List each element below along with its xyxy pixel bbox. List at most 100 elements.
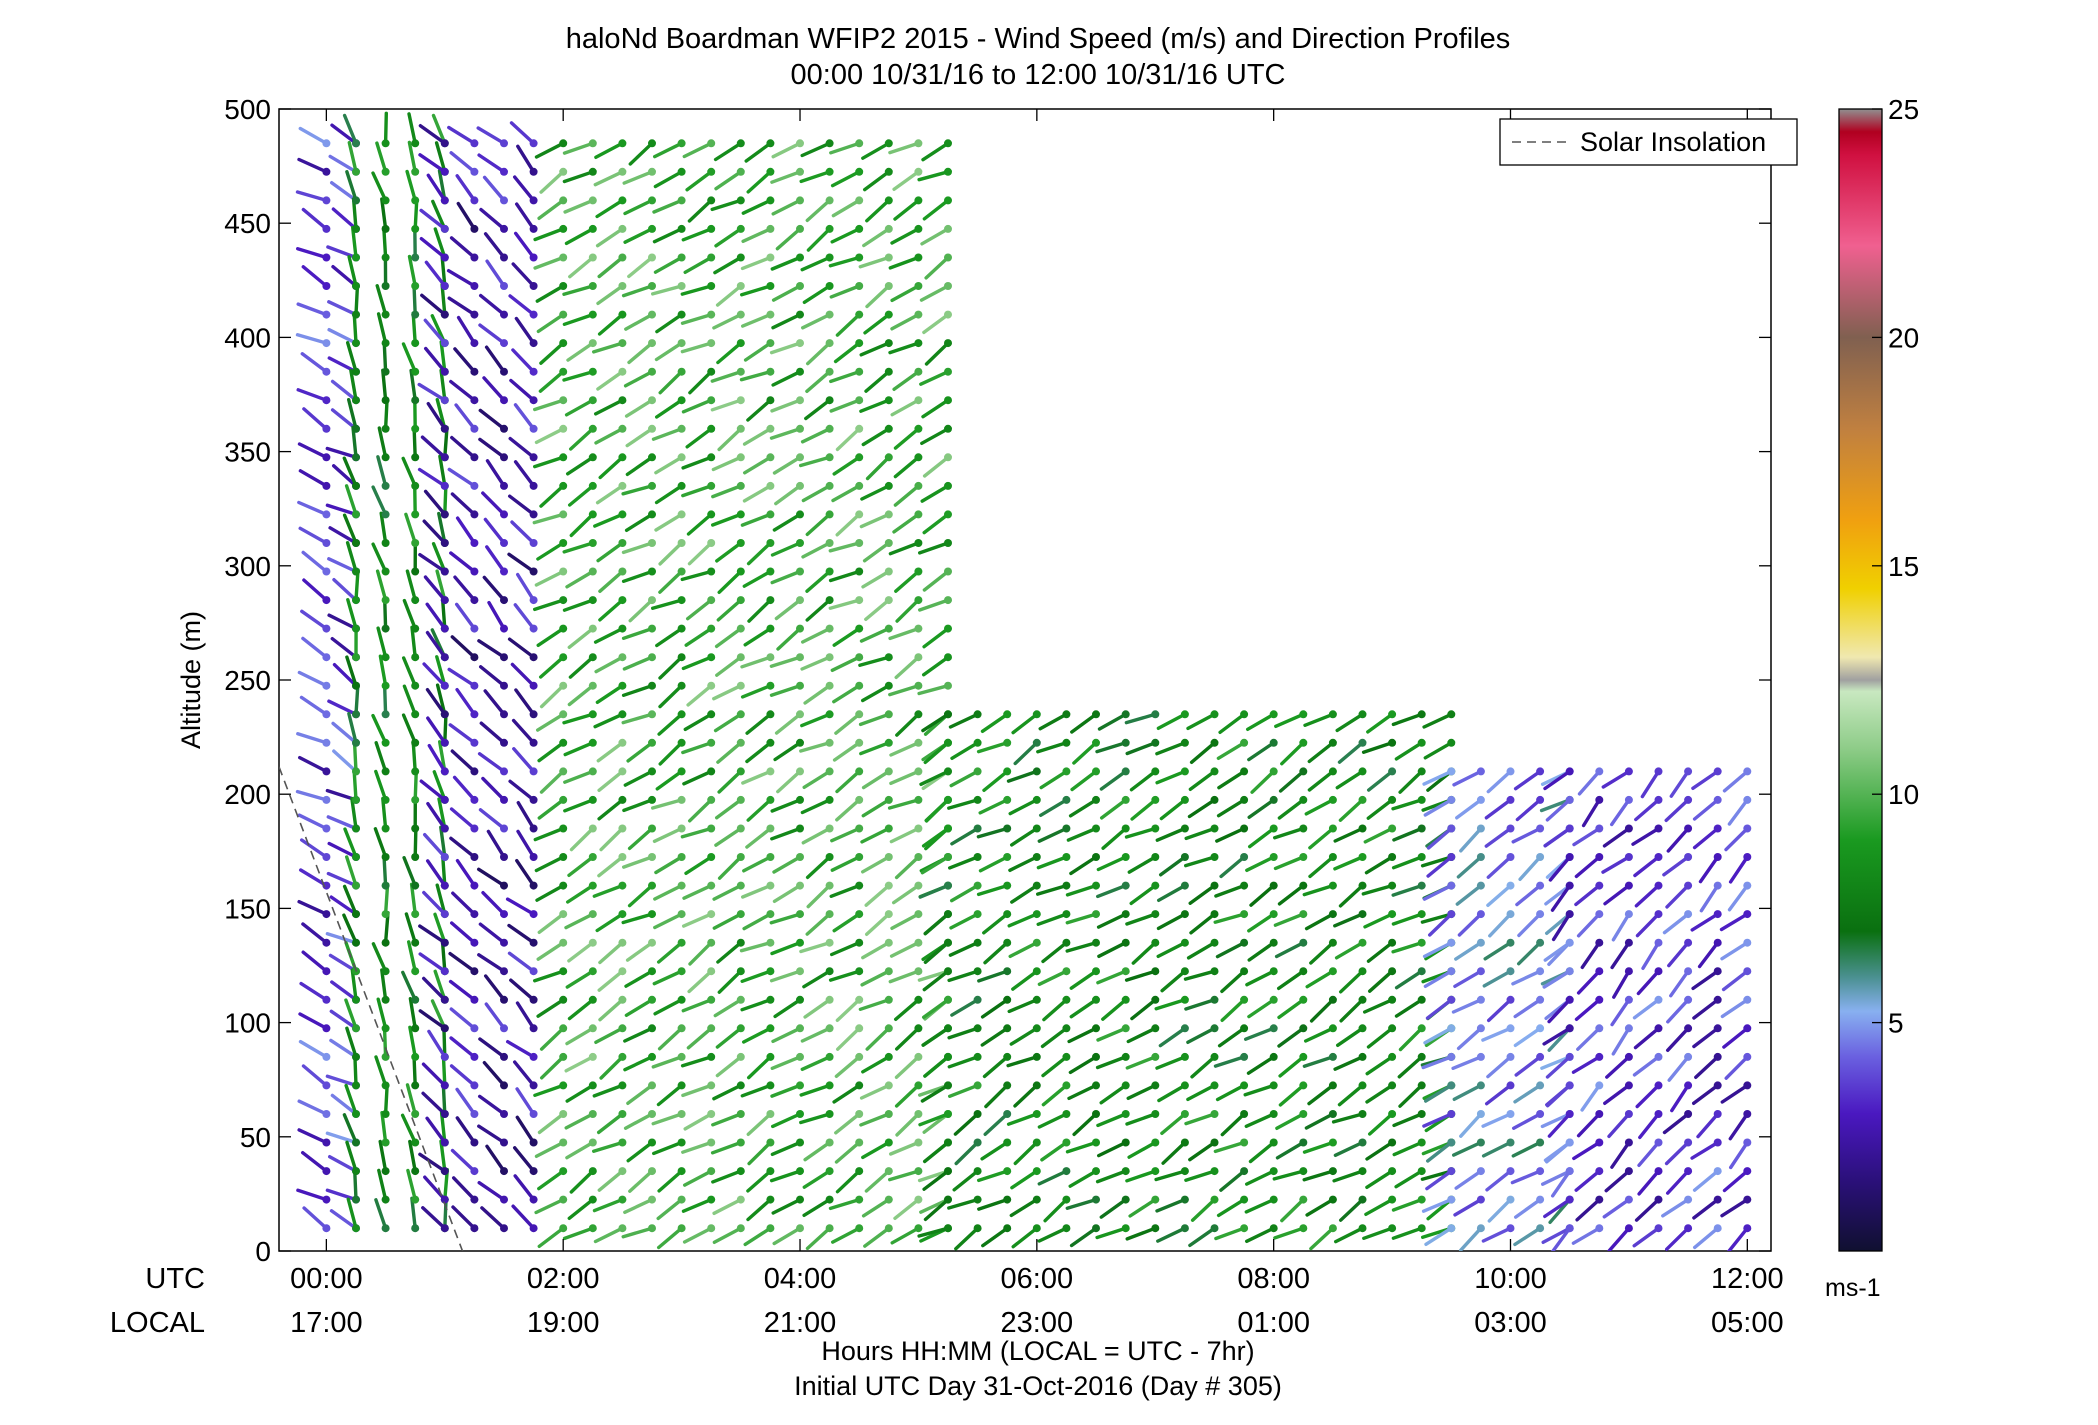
- chart-title-line2: 00:00 10/31/16 to 12:00 10/31/16 UTC: [791, 59, 1286, 91]
- wind-barb-shaft: [421, 1091, 447, 1116]
- wind-barb-shaft: [861, 1197, 891, 1218]
- wind-barb-shaft: [623, 1112, 654, 1130]
- wind-barb-shaft: [1243, 1083, 1276, 1097]
- wind-barb-point: [500, 1024, 508, 1033]
- wind-barb-point: [736, 938, 745, 947]
- wind-barb-point: [1624, 1167, 1633, 1176]
- wind-barb-point: [914, 824, 923, 833]
- wind-barb-shaft: [295, 789, 329, 802]
- wind-barb-shaft: [894, 1083, 921, 1108]
- wind-barb-point: [914, 738, 923, 747]
- wind-barb-point: [766, 139, 775, 148]
- wind-barb-point: [559, 881, 568, 890]
- wind-barb-shaft: [515, 859, 536, 888]
- wind-barb-point: [1210, 824, 1219, 833]
- wind-barb-point: [766, 539, 775, 547]
- wind-barb-shaft: [799, 1112, 832, 1125]
- wind-barb-shaft: [1213, 912, 1246, 924]
- wind-barb-point: [1121, 1110, 1130, 1118]
- wind-barb-point: [1624, 824, 1633, 833]
- wind-barb-point: [1743, 995, 1752, 1004]
- wind-barb-shaft: [593, 626, 625, 644]
- wind-barb-point: [1240, 853, 1249, 861]
- wind-barb-point: [352, 1167, 360, 1176]
- wind-barb-shaft: [297, 813, 329, 831]
- wind-barb-point: [1180, 938, 1189, 947]
- wind-barb-shaft: [917, 684, 950, 696]
- wind-barb-point: [1654, 824, 1663, 833]
- y-tick-label: 350: [224, 437, 271, 468]
- wind-barb-shaft: [740, 255, 773, 271]
- wind-barb-point: [559, 253, 568, 262]
- wind-barb-point: [677, 196, 686, 205]
- wind-barb-shaft: [800, 655, 832, 671]
- wind-barb-shaft: [861, 427, 891, 447]
- wind-barb-point: [559, 938, 568, 947]
- wind-barb-shaft: [350, 968, 358, 1002]
- wind-barb-shaft: [1366, 798, 1394, 820]
- wind-barb-point: [1328, 824, 1337, 833]
- wind-barb-shaft: [1037, 826, 1069, 843]
- wind-barb-shaft: [741, 883, 773, 899]
- wind-barb-shaft: [1215, 826, 1246, 843]
- wind-barb-point: [707, 310, 716, 319]
- wind-barb-shaft: [1422, 941, 1454, 959]
- wind-barb-point: [1358, 738, 1367, 747]
- wind-barb-shaft: [888, 255, 921, 270]
- wind-barb-shaft: [448, 979, 477, 1002]
- wind-barb-point: [1476, 1138, 1485, 1147]
- wind-barb-point: [1506, 995, 1515, 1004]
- wind-barb-point: [825, 1138, 834, 1147]
- wind-barb-shaft: [1692, 826, 1720, 850]
- wind-barb-point: [1743, 1024, 1752, 1033]
- wind-barb-point: [1062, 1224, 1071, 1233]
- wind-barb-shaft: [449, 379, 477, 402]
- wind-barb-shaft: [773, 998, 802, 1019]
- wind-barb-point: [470, 139, 479, 148]
- wind-barb-point: [677, 624, 686, 633]
- wind-barb-point: [1003, 910, 1012, 919]
- wind-barb-shaft: [923, 1055, 950, 1078]
- wind-barb-shaft: [301, 550, 329, 574]
- wind-barb-point: [1624, 881, 1633, 890]
- wind-barb-point: [1476, 1167, 1485, 1176]
- wind-barb-shaft: [835, 312, 861, 337]
- wind-barb-point: [618, 1110, 627, 1118]
- wind-barb-shaft: [325, 1131, 358, 1145]
- wind-barb-point: [381, 139, 390, 148]
- wind-barb-point: [1151, 1024, 1160, 1033]
- wind-barb-shaft: [301, 950, 329, 973]
- wind-barb-point: [559, 367, 568, 376]
- wind-barb-point: [1713, 967, 1722, 976]
- wind-barb-shaft: [1273, 1226, 1306, 1240]
- wind-barb-shaft: [567, 998, 595, 1021]
- wind-barb-shaft: [889, 941, 921, 958]
- wind-barb-shaft: [1277, 883, 1306, 906]
- wind-barb-point: [1328, 767, 1337, 776]
- wind-barb-point: [470, 995, 479, 1004]
- wind-barb-point: [707, 1224, 716, 1233]
- wind-barb-shaft: [1540, 1169, 1572, 1186]
- wind-barb-point: [529, 1138, 538, 1147]
- wind-barb-shaft: [455, 1087, 477, 1116]
- wind-barb-point: [1506, 1138, 1515, 1147]
- wind-barb-shaft: [537, 1112, 565, 1135]
- wind-barb-point: [559, 510, 568, 519]
- wind-barb-shaft: [447, 296, 477, 317]
- wind-barb-shaft: [1365, 1083, 1394, 1104]
- wind-barb-shaft: [1423, 1083, 1454, 1103]
- wind-barb-shaft: [922, 969, 950, 992]
- wind-barb-shaft: [747, 1055, 773, 1080]
- wind-barb-shaft: [435, 683, 447, 716]
- wind-barb-shaft: [420, 293, 447, 317]
- wind-barb-point: [322, 453, 331, 462]
- wind-barb-shaft: [1484, 798, 1513, 820]
- wind-barb-shaft: [326, 245, 358, 260]
- wind-barb-point: [1447, 1024, 1456, 1033]
- wind-barb-shaft: [346, 341, 358, 374]
- wind-barb-point: [322, 938, 331, 947]
- wind-barb-point: [381, 881, 390, 890]
- wind-barb-shaft: [1277, 798, 1306, 820]
- wind-barb-shaft: [536, 998, 565, 1018]
